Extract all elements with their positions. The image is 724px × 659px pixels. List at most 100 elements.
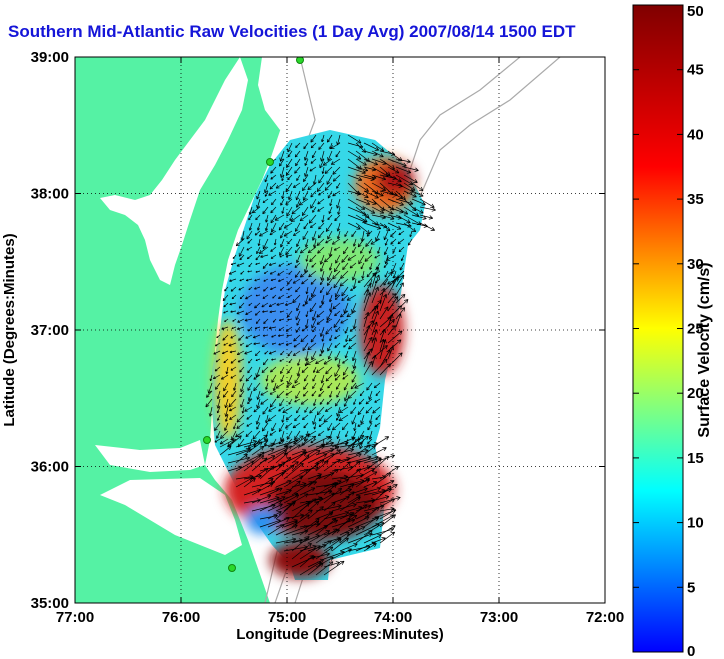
velocity-vector bbox=[327, 190, 333, 199]
velocity-vector-head bbox=[336, 205, 340, 209]
velocity-vector-head bbox=[298, 444, 301, 449]
velocity-vector-head bbox=[328, 489, 333, 492]
velocity-vector-head bbox=[390, 506, 395, 509]
velocity-vector bbox=[271, 222, 277, 233]
velocity-vector bbox=[267, 517, 290, 528]
velocity-vector bbox=[351, 374, 357, 383]
velocity-vector-head bbox=[361, 151, 366, 153]
velocity-vector-head bbox=[328, 211, 332, 214]
velocity-vector-head bbox=[378, 274, 380, 279]
velocity-vector-head bbox=[397, 305, 402, 308]
velocity-vector-head bbox=[331, 241, 335, 245]
velocity-vector-head bbox=[318, 236, 322, 239]
velocity-vector-head bbox=[317, 252, 321, 254]
velocity-vector bbox=[395, 158, 411, 163]
velocity-vector-head bbox=[270, 211, 274, 214]
velocity-vector-head bbox=[353, 365, 357, 369]
velocity-vector-head bbox=[312, 487, 316, 492]
velocity-vector bbox=[339, 479, 365, 488]
velocity-vector bbox=[264, 174, 269, 183]
velocity-vector bbox=[355, 190, 369, 198]
velocity-vector bbox=[235, 440, 257, 448]
velocity-vector-head bbox=[301, 281, 304, 285]
velocity-vector bbox=[347, 516, 370, 528]
velocity-vector bbox=[279, 358, 285, 362]
velocity-vector-head bbox=[330, 309, 333, 312]
velocity-vector-head bbox=[335, 298, 338, 300]
velocity-vector bbox=[294, 270, 301, 278]
velocity-vector-head bbox=[382, 176, 386, 180]
velocity-vector-head bbox=[351, 519, 356, 523]
velocity-vector bbox=[315, 511, 334, 528]
velocity-vector-head bbox=[324, 258, 326, 263]
velocity-vector bbox=[299, 467, 319, 472]
velocity-vector bbox=[387, 198, 404, 206]
velocity-vector bbox=[315, 460, 329, 472]
velocity-vector-head bbox=[348, 514, 353, 518]
velocity-vector-head bbox=[423, 215, 427, 219]
velocity-vector-head bbox=[364, 504, 368, 509]
velocity-vector bbox=[310, 438, 317, 444]
velocity-vector-head bbox=[393, 277, 398, 281]
velocity-vector-head bbox=[356, 460, 361, 463]
velocity-vector-head bbox=[325, 552, 330, 555]
velocity-vector bbox=[259, 465, 275, 480]
velocity-vector bbox=[350, 286, 357, 291]
velocity-vector-head bbox=[290, 501, 295, 504]
velocity-vector bbox=[291, 538, 308, 544]
velocity-vector bbox=[342, 422, 349, 431]
velocity-vector-head bbox=[321, 349, 325, 353]
velocity-vector-head bbox=[258, 249, 262, 254]
velocity-vector-head bbox=[304, 438, 308, 442]
velocity-vector-head bbox=[282, 211, 285, 214]
velocity-vector-head bbox=[294, 171, 298, 174]
velocity-vector-head bbox=[288, 273, 291, 275]
velocity-vector-head bbox=[343, 474, 348, 477]
velocity-vector bbox=[333, 174, 341, 182]
velocity-vector-head bbox=[247, 402, 250, 405]
velocity-vector-head bbox=[288, 480, 292, 485]
velocity-vector bbox=[230, 286, 237, 292]
velocity-vector bbox=[278, 406, 285, 412]
velocity-vector-head bbox=[346, 496, 350, 501]
velocity-vector bbox=[348, 334, 357, 342]
velocity-vector-head bbox=[304, 324, 307, 329]
velocity-vector bbox=[243, 453, 262, 464]
velocity-vector bbox=[347, 456, 372, 464]
velocity-vector bbox=[347, 214, 367, 223]
velocity-vector bbox=[311, 286, 317, 297]
velocity-vector-head bbox=[260, 401, 263, 405]
velocity-vector-head bbox=[346, 518, 351, 520]
velocity-vector bbox=[268, 302, 277, 307]
velocity-vector-head bbox=[225, 419, 228, 422]
velocity-vector-head bbox=[245, 296, 248, 300]
velocity-vector-head bbox=[391, 480, 395, 485]
velocity-vector bbox=[232, 254, 237, 259]
velocity-vector bbox=[371, 150, 384, 158]
velocity-vector-head bbox=[324, 453, 328, 458]
velocity-vector bbox=[355, 222, 370, 235]
velocity-vector bbox=[318, 190, 325, 196]
velocity-vector-head bbox=[322, 220, 325, 223]
velocity-vector bbox=[307, 530, 330, 544]
velocity-vector bbox=[320, 382, 325, 391]
velocity-vector-head bbox=[317, 473, 322, 475]
velocity-vector bbox=[309, 166, 317, 172]
velocity-vector bbox=[287, 278, 293, 285]
velocity-vector bbox=[374, 398, 381, 403]
velocity-vector-head bbox=[338, 505, 342, 509]
colorbar-tick-label: 35 bbox=[687, 191, 704, 208]
velocity-vector bbox=[245, 430, 253, 437]
velocity-vector bbox=[295, 326, 301, 333]
velocity-vector-head bbox=[317, 250, 319, 254]
velocity-vector bbox=[275, 457, 291, 472]
velocity-vector bbox=[419, 198, 435, 208]
velocity-vector bbox=[312, 206, 317, 213]
velocity-vector-head bbox=[346, 296, 350, 301]
velocity-vector-head bbox=[325, 408, 327, 412]
velocity-vector bbox=[317, 198, 325, 205]
velocity-vector-head bbox=[343, 346, 346, 348]
velocity-vector-head bbox=[312, 330, 315, 333]
velocity-vector bbox=[319, 350, 325, 357]
velocity-vector bbox=[307, 518, 320, 528]
